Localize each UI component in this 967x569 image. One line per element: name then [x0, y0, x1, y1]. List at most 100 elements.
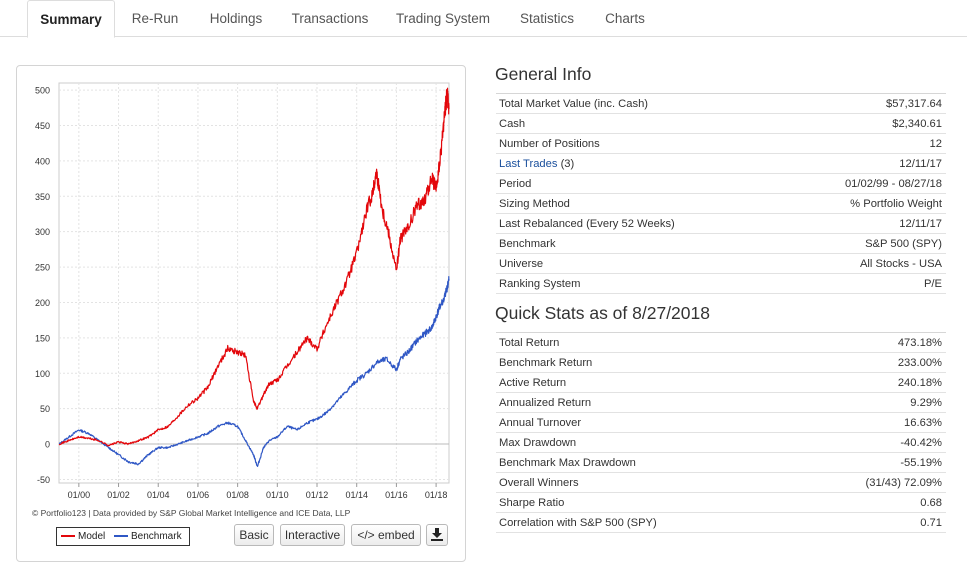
y-tick-label: 200 — [35, 298, 50, 308]
row-label: Total Market Value (inc. Cash) — [499, 98, 649, 110]
x-tick-label: 01/18 — [425, 490, 448, 500]
y-tick-label: 50 — [40, 404, 50, 414]
table-row: Period 01/02/99 - 08/27/18 — [496, 174, 946, 194]
x-tick-label: 01/12 — [306, 490, 329, 500]
row-label: Ranking System — [499, 278, 581, 290]
tab-re-run[interactable]: Re-Run — [131, 11, 179, 26]
row-label: Active Return — [499, 377, 567, 389]
row-value: 16.63% — [904, 417, 942, 429]
table-row: Number of Positions 12 — [496, 134, 946, 154]
x-tick-label: 01/10 — [266, 490, 289, 500]
y-tick-label: -50 — [37, 475, 50, 485]
last-trades-date-link[interactable]: 12/11/17 — [899, 158, 942, 170]
download-icon — [431, 528, 443, 541]
row-label: Benchmark Max Drawdown — [499, 457, 636, 469]
tab-bar: Summary Re-Run Holdings Transactions Tra… — [0, 0, 967, 38]
table-row: Universe All Stocks - USA — [496, 254, 946, 274]
y-tick-label: 0 — [45, 440, 50, 450]
x-tick-label: 01/06 — [187, 490, 210, 500]
tab-summary[interactable]: Summary — [27, 0, 115, 38]
plot-area — [58, 82, 450, 484]
table-row: Annual Turnover 16.63% — [496, 413, 946, 433]
row-value: $2,340.61 — [892, 118, 942, 130]
row-label: Benchmark — [499, 238, 556, 250]
row-value: 473.18% — [897, 337, 942, 349]
table-row: Sizing Method % Portfolio Weight — [496, 194, 946, 214]
chart-legend[interactable]: Model Benchmark — [56, 527, 190, 546]
last-trades-link[interactable]: Last Trades — [499, 158, 558, 170]
table-row: Benchmark Max Drawdown -55.19% — [496, 453, 946, 473]
row-label: Period — [499, 178, 532, 190]
table-row: Sharpe Ratio 0.68 — [496, 493, 946, 513]
row-value: 01/02/99 - 08/27/18 — [844, 178, 942, 190]
legend-label-benchmark: Benchmark — [131, 531, 182, 542]
row-label: Universe — [499, 258, 544, 270]
x-tick-label: 01/04 — [147, 490, 170, 500]
row-value: % Portfolio Weight — [850, 198, 942, 210]
row-value: 240.18% — [897, 377, 942, 389]
quick-stats-table: Total Return 473.18% Benchmark Return 23… — [496, 332, 946, 533]
last-trades-count: (3) — [557, 158, 575, 170]
row-label: Sizing Method — [499, 198, 570, 210]
row-label: Max Drawdown — [499, 437, 577, 449]
row-value: All Stocks - USA — [859, 258, 942, 270]
table-row: Total Market Value (inc. Cash) $57,317.6… — [496, 94, 946, 114]
basic-button[interactable]: Basic — [234, 524, 274, 546]
row-value: 233.00% — [897, 357, 942, 369]
table-row: Max Drawdown -40.42% — [496, 433, 946, 453]
table-row: Benchmark Return 233.00% — [496, 353, 946, 373]
y-tick-label: 500 — [35, 86, 50, 96]
quick-stats-title: Quick Stats as of 8/27/2018 — [495, 303, 710, 323]
y-tick-label: 350 — [35, 192, 50, 202]
y-tick-label: 150 — [35, 333, 50, 343]
table-row: Annualized Return 9.29% — [496, 393, 946, 413]
row-label: Benchmark Return — [499, 357, 593, 369]
legend-item-model[interactable]: Model — [61, 531, 105, 542]
y-tick-label: 250 — [35, 263, 50, 273]
legend-item-benchmark[interactable]: Benchmark — [114, 531, 182, 542]
table-row: Benchmark S&P 500 (SPY) — [496, 234, 946, 254]
table-row: Overall Winners (31/43) 72.09% — [496, 473, 946, 493]
tab-holdings[interactable]: Holdings — [209, 11, 263, 26]
number-of-positions-link[interactable]: Number of Positions — [499, 138, 600, 150]
tab-transactions[interactable]: Transactions — [291, 11, 369, 26]
x-tick-label: 01/00 — [68, 490, 91, 500]
row-value: 12/11/17 — [899, 218, 942, 230]
y-tick-label: 450 — [35, 121, 50, 131]
row-value: 0.68 — [920, 497, 942, 509]
series-line-benchmark[interactable] — [58, 276, 450, 467]
table-row: Total Return 473.18% — [496, 333, 946, 353]
row-label: Annualized Return — [499, 397, 592, 409]
row-value: S&P 500 (SPY) — [865, 238, 942, 250]
row-value: (31/43) 72.09% — [865, 477, 943, 489]
tab-trading-system[interactable]: Trading System — [395, 11, 491, 26]
tab-charts[interactable]: Charts — [605, 11, 645, 26]
y-tick-label: 300 — [35, 227, 50, 237]
row-value: $57,317.64 — [886, 98, 942, 110]
embed-button[interactable]: </> embed — [351, 524, 421, 546]
x-tick-label: 01/02 — [107, 490, 130, 500]
table-row: Active Return 240.18% — [496, 373, 946, 393]
table-row: Last Rebalanced (Every 52 Weeks) 12/11/1… — [496, 214, 946, 234]
row-label: Total Return — [499, 337, 560, 349]
row-value: 0.71 — [920, 517, 942, 529]
series-line-model[interactable] — [58, 87, 450, 447]
row-label: Correlation with S&P 500 (SPY) — [499, 517, 657, 529]
table-row: Correlation with S&P 500 (SPY) 0.71 — [496, 513, 946, 533]
x-tick-label: 01/14 — [345, 490, 368, 500]
table-row: Cash $2,340.61 — [496, 114, 946, 134]
legend-swatch-model — [61, 535, 75, 538]
x-tick-label: 01/16 — [385, 490, 408, 500]
general-info-table: Total Market Value (inc. Cash) $57,317.6… — [496, 93, 946, 294]
table-row: Last Trades (3) 12/11/17 — [496, 154, 946, 174]
tab-statistics[interactable]: Statistics — [519, 11, 574, 26]
row-value: -55.19% — [900, 457, 942, 469]
row-label: Overall Winners — [499, 477, 579, 489]
number-of-positions-value-link[interactable]: 12 — [929, 138, 942, 150]
interactive-button[interactable]: Interactive — [280, 524, 345, 546]
ranking-system-link[interactable]: P/E — [923, 278, 942, 290]
row-label: Last Rebalanced (Every 52 Weeks) — [499, 218, 675, 230]
download-button[interactable] — [426, 524, 448, 546]
y-tick-label: 400 — [35, 156, 50, 166]
